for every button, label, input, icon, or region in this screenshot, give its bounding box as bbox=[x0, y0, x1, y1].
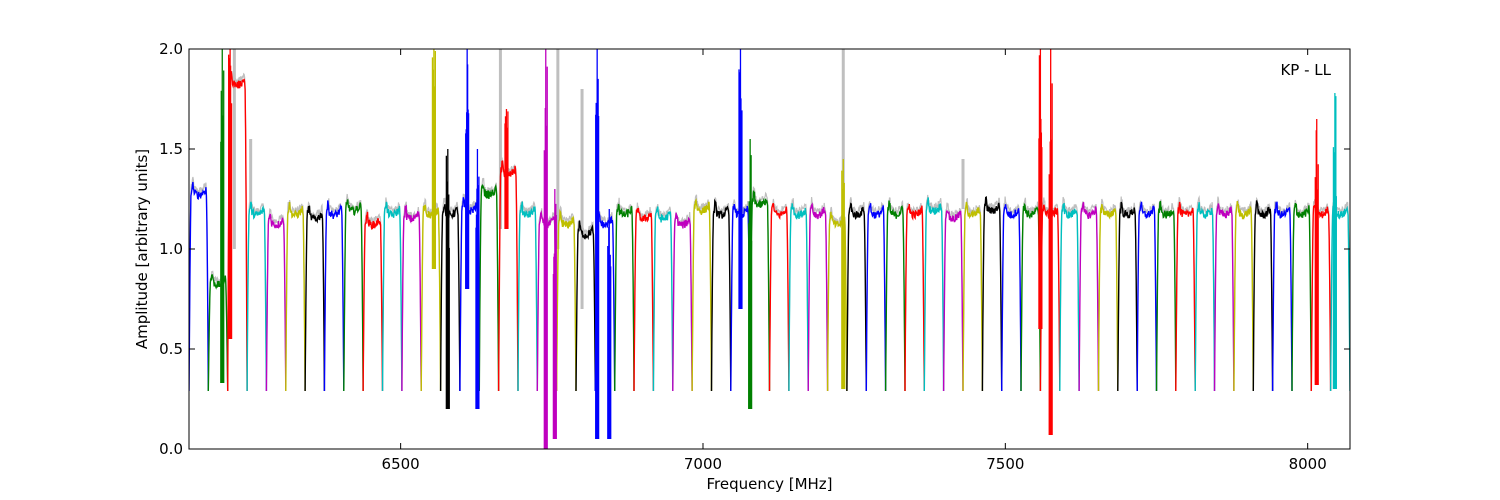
channel-trace-19 bbox=[555, 209, 577, 392]
rfi-spike-12 bbox=[748, 139, 753, 409]
channel-trace-53 bbox=[1213, 203, 1235, 392]
channel-trace-11 bbox=[401, 204, 422, 392]
rfi-spike-14 bbox=[1038, 49, 1043, 329]
channel-trace-56 bbox=[1271, 201, 1293, 392]
channel-trace-27 bbox=[710, 198, 732, 392]
channel-trace-17 bbox=[517, 201, 538, 392]
x-axis: 6500 7000 7500 8000 bbox=[382, 49, 1327, 473]
channel-trace-3 bbox=[246, 201, 268, 392]
channel-trace-8 bbox=[343, 199, 364, 392]
channel-trace-42 bbox=[1001, 204, 1022, 392]
y-tick-label-1: 0.5 bbox=[159, 340, 183, 358]
rfi-spike-0 bbox=[220, 49, 225, 383]
channel-trace-20 bbox=[575, 220, 596, 392]
channel-trace-39 bbox=[942, 209, 964, 392]
channel-trace-50 bbox=[1155, 200, 1177, 392]
channel-trace-15 bbox=[478, 183, 500, 392]
channel-trace-45 bbox=[1059, 202, 1080, 392]
channel-trace-54 bbox=[1233, 201, 1254, 392]
channel-trace-57 bbox=[1291, 202, 1312, 392]
series-layer bbox=[189, 49, 1350, 449]
channel-trace-7 bbox=[323, 200, 345, 392]
channel-trace-0 bbox=[189, 181, 209, 392]
channel-trace-55 bbox=[1252, 200, 1274, 392]
channel-trace-25 bbox=[672, 212, 693, 392]
channel-trace-48 bbox=[1117, 201, 1138, 392]
rfi-spike-13 bbox=[841, 159, 846, 389]
rfi-spike-17 bbox=[1332, 93, 1337, 389]
channel-trace-10 bbox=[381, 201, 403, 392]
y-tick-label-4: 2.0 bbox=[159, 40, 183, 58]
channel-trace-37 bbox=[904, 204, 925, 392]
channel-trace-26 bbox=[691, 197, 713, 392]
channel-trace-5 bbox=[285, 201, 306, 392]
rfi-spike-8 bbox=[552, 189, 557, 439]
channel-trace-4 bbox=[265, 213, 287, 392]
x-tick-label-2: 7500 bbox=[986, 455, 1024, 473]
baseline-annotation: KP - LL bbox=[1280, 61, 1331, 79]
channel-trace-22 bbox=[614, 203, 635, 392]
rfi-spike-5 bbox=[475, 149, 480, 409]
x-tick-label-0: 6500 bbox=[382, 455, 420, 473]
channel-trace-38 bbox=[923, 197, 945, 392]
channel-trace-9 bbox=[362, 211, 384, 392]
channel-trace-30 bbox=[768, 202, 790, 392]
channel-trace-29 bbox=[749, 190, 771, 392]
channel-trace-24 bbox=[652, 206, 674, 392]
channel-trace-41 bbox=[981, 196, 1003, 392]
y-axis-label: Amplitude [arbitrary units] bbox=[133, 149, 151, 349]
channel-trace-46 bbox=[1078, 202, 1100, 392]
rfi-spike-11 bbox=[738, 49, 743, 309]
channel-trace-32 bbox=[807, 202, 829, 392]
channel-trace-1 bbox=[207, 273, 229, 392]
y-axis: 0.0 0.5 1.0 1.5 2.0 bbox=[159, 40, 1350, 458]
rfi-spike-1 bbox=[228, 49, 233, 339]
x-axis-label: Frequency [MHz] bbox=[706, 475, 832, 493]
channel-trace-36 bbox=[884, 200, 906, 392]
x-tick-label-1: 7000 bbox=[684, 455, 722, 473]
y-tick-label-2: 1.0 bbox=[159, 240, 183, 258]
y-tick-label-3: 1.5 bbox=[159, 140, 183, 158]
channel-trace-35 bbox=[865, 203, 887, 392]
channel-trace-14 bbox=[459, 197, 480, 392]
rfi-spike-15 bbox=[1048, 49, 1053, 435]
channel-trace-52 bbox=[1194, 202, 1216, 392]
rfi-spike-9 bbox=[595, 49, 600, 439]
channel-trace-43 bbox=[1020, 202, 1042, 392]
rfi-spike-10 bbox=[607, 209, 612, 439]
x-tick-label-3: 8000 bbox=[1289, 455, 1327, 473]
channel-trace-58 bbox=[1310, 202, 1332, 392]
channel-trace-6 bbox=[304, 205, 326, 392]
rfi-spike-7 bbox=[543, 49, 548, 449]
y-tick-label-0: 0.0 bbox=[159, 440, 183, 458]
channel-trace-49 bbox=[1136, 201, 1158, 392]
rfi-spike-16 bbox=[1314, 119, 1319, 385]
rfi-spike-4 bbox=[465, 49, 470, 289]
channel-trace-23 bbox=[633, 207, 655, 392]
channel-trace-40 bbox=[962, 201, 984, 392]
rfi-spike-2 bbox=[431, 49, 436, 269]
channel-trace-47 bbox=[1097, 204, 1119, 392]
channel-trace-31 bbox=[788, 203, 809, 392]
channel-trace-51 bbox=[1175, 201, 1196, 392]
channel-trace-12 bbox=[420, 204, 442, 392]
rfi-spike-3 bbox=[445, 149, 450, 409]
rfi-spike-6 bbox=[504, 109, 509, 229]
channel-trace-34 bbox=[846, 202, 867, 392]
channel-trace-13 bbox=[439, 204, 461, 392]
